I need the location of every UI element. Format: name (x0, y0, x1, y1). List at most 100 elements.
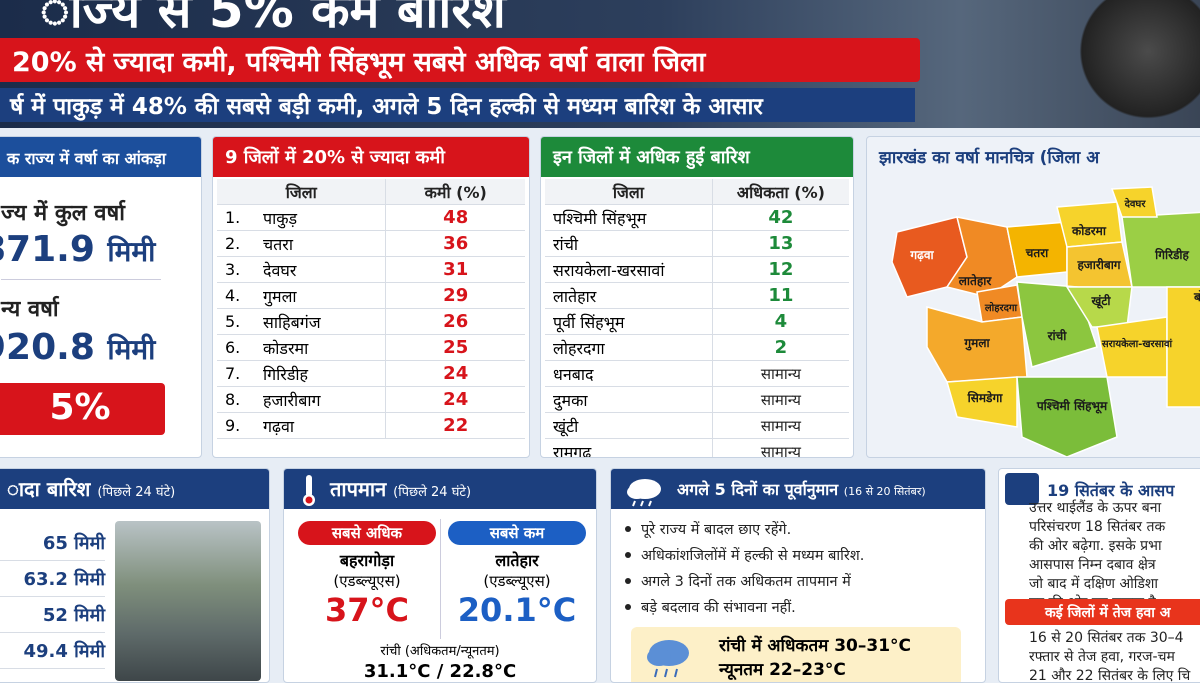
badge: सबसे अधिक (298, 521, 436, 545)
bullet: अगले 3 दिनों तक अधिकतम तापमान में (625, 571, 975, 591)
district-label: हजारीबाग (1076, 258, 1121, 272)
text-line: की ओर बढ़ेगा. इसके प्रभा (1029, 538, 1162, 554)
table-row: सरायकेला-खरसावां 12 (545, 256, 849, 283)
serial: 6. (217, 334, 255, 361)
district: साहिबगंज (255, 308, 386, 335)
district-label: लोहरदगा (984, 301, 1018, 314)
bullet: पूरे राज्य में बादल छाए रहेंगे. (625, 519, 975, 539)
station: (एडब्ल्यूएस) (483, 572, 551, 590)
district (1110, 186, 1158, 218)
district (946, 376, 1018, 428)
deficit-badge: 5% (0, 383, 165, 435)
table-row: पूर्वी सिंहभूम 4 (545, 308, 849, 335)
text-line: आसपास निम्न दबाव क्षेत्र (1029, 557, 1156, 573)
district: पूर्वी सिंहभूम (545, 308, 713, 335)
excess-value: 42 (711, 204, 849, 231)
map-panel: झारखंड का वर्षा मानचित्र (जिला अ गढ़वा ल… (866, 136, 1200, 458)
rain-values: 65 मिमी 63.2 मिमी 52 मिमी 49.4 मिमी (0, 525, 105, 669)
serial: 1. (217, 204, 255, 231)
bullet: अधिकांशजिलोंमें में हल्की से मध्यम बारिश… (625, 545, 975, 565)
table-row: धनबाद सामान्य (545, 360, 849, 387)
highest: सबसे अधिक बहरागोड़ा (एडब्ल्यूएस) 37°C (298, 521, 436, 629)
header-row: जिला अधिकता (%) (545, 179, 849, 205)
label: ज्य में कुल वर्षा (1, 201, 125, 226)
deficit-value: 24 (385, 360, 525, 387)
district-label: गुमला (963, 336, 990, 351)
panel-title: इन जिलों में अधिक हुई बारिश (541, 137, 853, 177)
serial: 7. (217, 360, 255, 387)
serial: 4. (217, 282, 255, 309)
district: सरायकेला-खरसावां (545, 256, 713, 283)
text-line: 21 और 22 सितंबर के लिए चि (1029, 668, 1191, 683)
ranchi-max: रांची में अधिकतम 30–31°C (719, 636, 912, 656)
serial: 2. (217, 230, 255, 257)
header: ाज्य से 5% कम बारिश 20% से ज्यादा कमी, प… (0, 0, 1200, 128)
district: कोडरमा (255, 334, 386, 361)
table-row: 8. हजारीबाग 24 (217, 386, 525, 413)
bullet-text: पूरे राज्य में बादल छाए रहेंगे. (641, 522, 792, 538)
state-rainfall-panel: क राज्य में वर्षा का आंकड़ा ज्य में कुल … (0, 136, 202, 458)
bullet-dot (625, 552, 631, 558)
table-row: लोहरदगा 2 (545, 334, 849, 361)
divider (1, 279, 161, 280)
deficit-value: 22 (385, 412, 525, 439)
deficit-value: 24 (385, 386, 525, 413)
district: रामगढ़ (545, 438, 713, 457)
district: दुमका (545, 386, 713, 413)
serial: 8. (217, 386, 255, 413)
subtitle: (16 से 20 सितंबर) (843, 485, 926, 498)
district: देवघर (255, 256, 386, 283)
deficit-table: जिला कमी (%) 1. पाकुड़ 48 2. चतरा 36 3. देवघर 31 4.… (217, 179, 525, 439)
logo (1005, 473, 1039, 505)
district-label: गढ़वा (909, 248, 934, 262)
text-line: परिसंचरण 18 सितंबर तक (1029, 519, 1166, 535)
text-line: उत्तर थाईलैंड के ऊपर बना (1029, 500, 1162, 516)
district: लातेहार (545, 282, 713, 309)
photo (1070, 0, 1200, 128)
bullet-dot (625, 604, 631, 610)
lowest: सबसे कम लातेहार (एडब्ल्यूएस) 20.1°C (448, 521, 586, 629)
district (1166, 286, 1200, 408)
column-header: जिला (545, 179, 713, 205)
panel-title: अगले 5 दिनों का पूर्वानुमान (16 से 20 सि… (611, 469, 985, 509)
district-label: लातेहार (958, 274, 993, 288)
text-line: 16 से 20 सितंबर तक 30–4 (1029, 630, 1184, 646)
place: लातेहार (495, 551, 539, 570)
unit: मिमी (107, 235, 156, 268)
district: गढ़वा (255, 412, 386, 439)
excess-value: 2 (711, 334, 849, 361)
value-line: 871.9 मिमी (0, 229, 155, 270)
deficit-value: 31 (385, 256, 525, 283)
table-row: लातेहार 11 (545, 282, 849, 309)
table-row: पश्चिमी सिंहभूम 42 (545, 204, 849, 231)
temp: 20.1°C (457, 591, 577, 629)
place: बहरागोड़ा (339, 551, 395, 570)
excess-value: 11 (711, 282, 849, 309)
district-label: रांची (1047, 329, 1068, 343)
thermometer-icon (303, 475, 315, 506)
district: रांची (545, 230, 713, 257)
district: पश्चिमी सिंहभूम (545, 204, 713, 231)
wind-title: कई जिलों में तेज हवा अ (1005, 599, 1200, 625)
district: चतरा (255, 230, 386, 257)
temp: 37°C (324, 591, 409, 629)
district: लोहरदगा (545, 334, 713, 361)
column-header: जिला (217, 179, 386, 205)
table-row: रांची 13 (545, 230, 849, 257)
district-label: सरायकेला-खरसावां (1101, 337, 1173, 350)
title: अगले 5 दिनों का पूर्वानुमान (677, 480, 839, 499)
panel-title: झारखंड का वर्षा मानचित्र (जिला अ (879, 148, 1100, 168)
text-line: रफ्तार से तेज हवा, गरज-चम (1029, 649, 1175, 665)
table-row: रामगढ़ सामान्य (545, 438, 849, 457)
value: 871.9 (0, 229, 95, 270)
bullet-text: अगले 3 दिनों तक अधिकतम तापमान में (641, 574, 851, 590)
ranchi-label: रांची (अधिकतम/न्यूनतम) (380, 644, 500, 659)
district-label: सिमडेगा (967, 391, 1004, 405)
excess-table: जिला अधिकता (%) पश्चिमी सिंहभूम 42 रांची 13 सर… (545, 179, 849, 457)
cloud-icon (627, 479, 661, 507)
header-row: जिला कमी (%) (217, 179, 525, 205)
column-header: कमी (%) (385, 179, 525, 205)
panel-title: क राज्य में वर्षा का आंकड़ा (0, 137, 201, 177)
bullet-dot (625, 526, 631, 532)
